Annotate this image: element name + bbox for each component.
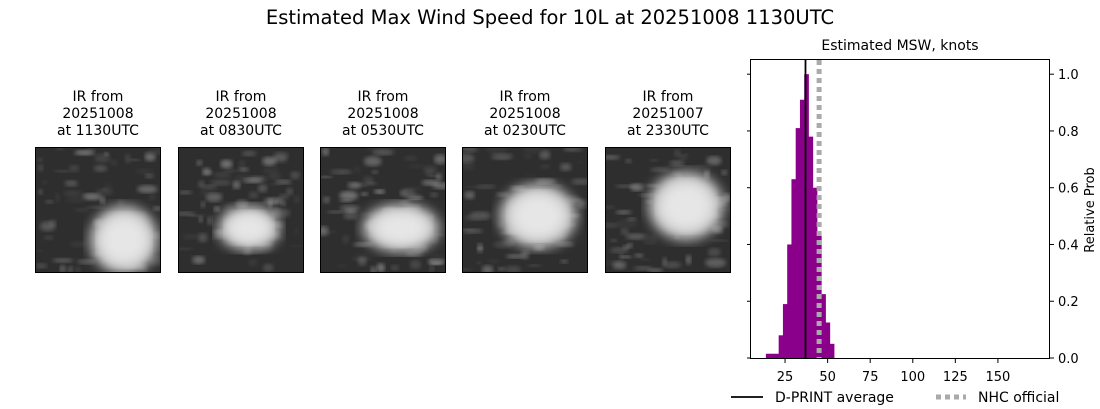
histogram-bar xyxy=(821,294,826,358)
panel-date: 20251008 xyxy=(205,106,277,122)
histogram-bar xyxy=(812,187,818,358)
ir-panel: IR from 20251007 at 2330UTC xyxy=(605,89,731,273)
y-tick-label: 0.4 xyxy=(1058,238,1079,253)
histogram-bar xyxy=(787,244,792,358)
x-tick-label: 100 xyxy=(900,370,925,385)
x-tick-label: 75 xyxy=(862,370,879,385)
legend: D-PRINT average NHC official xyxy=(731,390,1059,406)
y-axis-ticks: 0.0 0.2 0.4 0.6 0.8 1.0 xyxy=(747,68,1079,367)
ir-panel: IR from 20251008 at 0830UTC xyxy=(178,89,304,273)
histogram-bar xyxy=(770,353,775,358)
panel-date: 20251008 xyxy=(62,106,134,122)
legend-label: D-PRINT average xyxy=(775,390,894,406)
reference-lines xyxy=(804,60,822,358)
histogram-bars xyxy=(765,74,835,358)
ir-satellite-image xyxy=(320,147,446,273)
histogram-bar xyxy=(825,322,831,358)
ir-satellite-image xyxy=(462,147,588,273)
y-tick-label: 0.0 xyxy=(1058,352,1079,367)
y-tick-label: 0.8 xyxy=(1058,125,1079,140)
ir-satellite-image xyxy=(178,147,304,273)
histogram-bar xyxy=(782,304,788,358)
panel-title-line: IR from xyxy=(357,89,409,105)
x-axis-ticks: 25 50 75 100 125 150 xyxy=(777,358,1011,385)
panel-title-line: IR from xyxy=(642,89,694,105)
x-tick-label: 25 xyxy=(777,370,794,385)
histogram-bar xyxy=(808,136,814,358)
histogram-bar xyxy=(774,353,780,358)
panel-time: at 1130UTC xyxy=(57,123,139,139)
panel-date: 20251008 xyxy=(489,106,561,122)
y-tick-label: 0.6 xyxy=(1058,182,1079,197)
ir-panel: IR from 20251008 at 0530UTC xyxy=(320,89,446,273)
panel-time: at 0230UTC xyxy=(484,123,566,139)
x-tick-label: 150 xyxy=(986,370,1011,385)
histogram-bar xyxy=(799,99,805,358)
figure-title: Estimated Max Wind Speed for 10L at 2025… xyxy=(265,6,835,29)
legend-label: NHC official xyxy=(978,390,1059,406)
ir-satellite-image xyxy=(605,147,731,273)
ir-satellite-image xyxy=(35,147,161,273)
panel-time: at 2330UTC xyxy=(627,123,709,139)
histogram-bar xyxy=(829,343,835,358)
panel-time: at 0830UTC xyxy=(200,123,282,139)
y-axis-label: Relative Prob xyxy=(1083,167,1098,252)
ir-panel: IR from 20251008 at 0230UTC xyxy=(462,89,588,273)
panel-time: at 0530UTC xyxy=(342,123,424,139)
y-tick-label: 1.0 xyxy=(1058,68,1079,83)
panel-title-line: IR from xyxy=(499,89,551,105)
histogram-bar xyxy=(765,353,771,358)
histogram-bar xyxy=(795,128,801,358)
chart-title: Estimated MSW, knots xyxy=(821,38,978,54)
panel-date: 20251007 xyxy=(632,106,704,122)
y-tick-label: 0.2 xyxy=(1058,295,1079,310)
panel-date: 20251008 xyxy=(347,106,419,122)
histogram-bar xyxy=(791,179,797,358)
plot-frame xyxy=(750,59,1050,359)
histogram-bar xyxy=(778,335,784,358)
panel-title-line: IR from xyxy=(215,89,267,105)
x-tick-label: 50 xyxy=(819,370,836,385)
ir-panel: IR from 20251008 at 1130UTC xyxy=(35,89,161,273)
panel-title-line: IR from xyxy=(72,89,124,105)
histogram-bar xyxy=(804,74,809,358)
x-tick-label: 125 xyxy=(943,370,968,385)
